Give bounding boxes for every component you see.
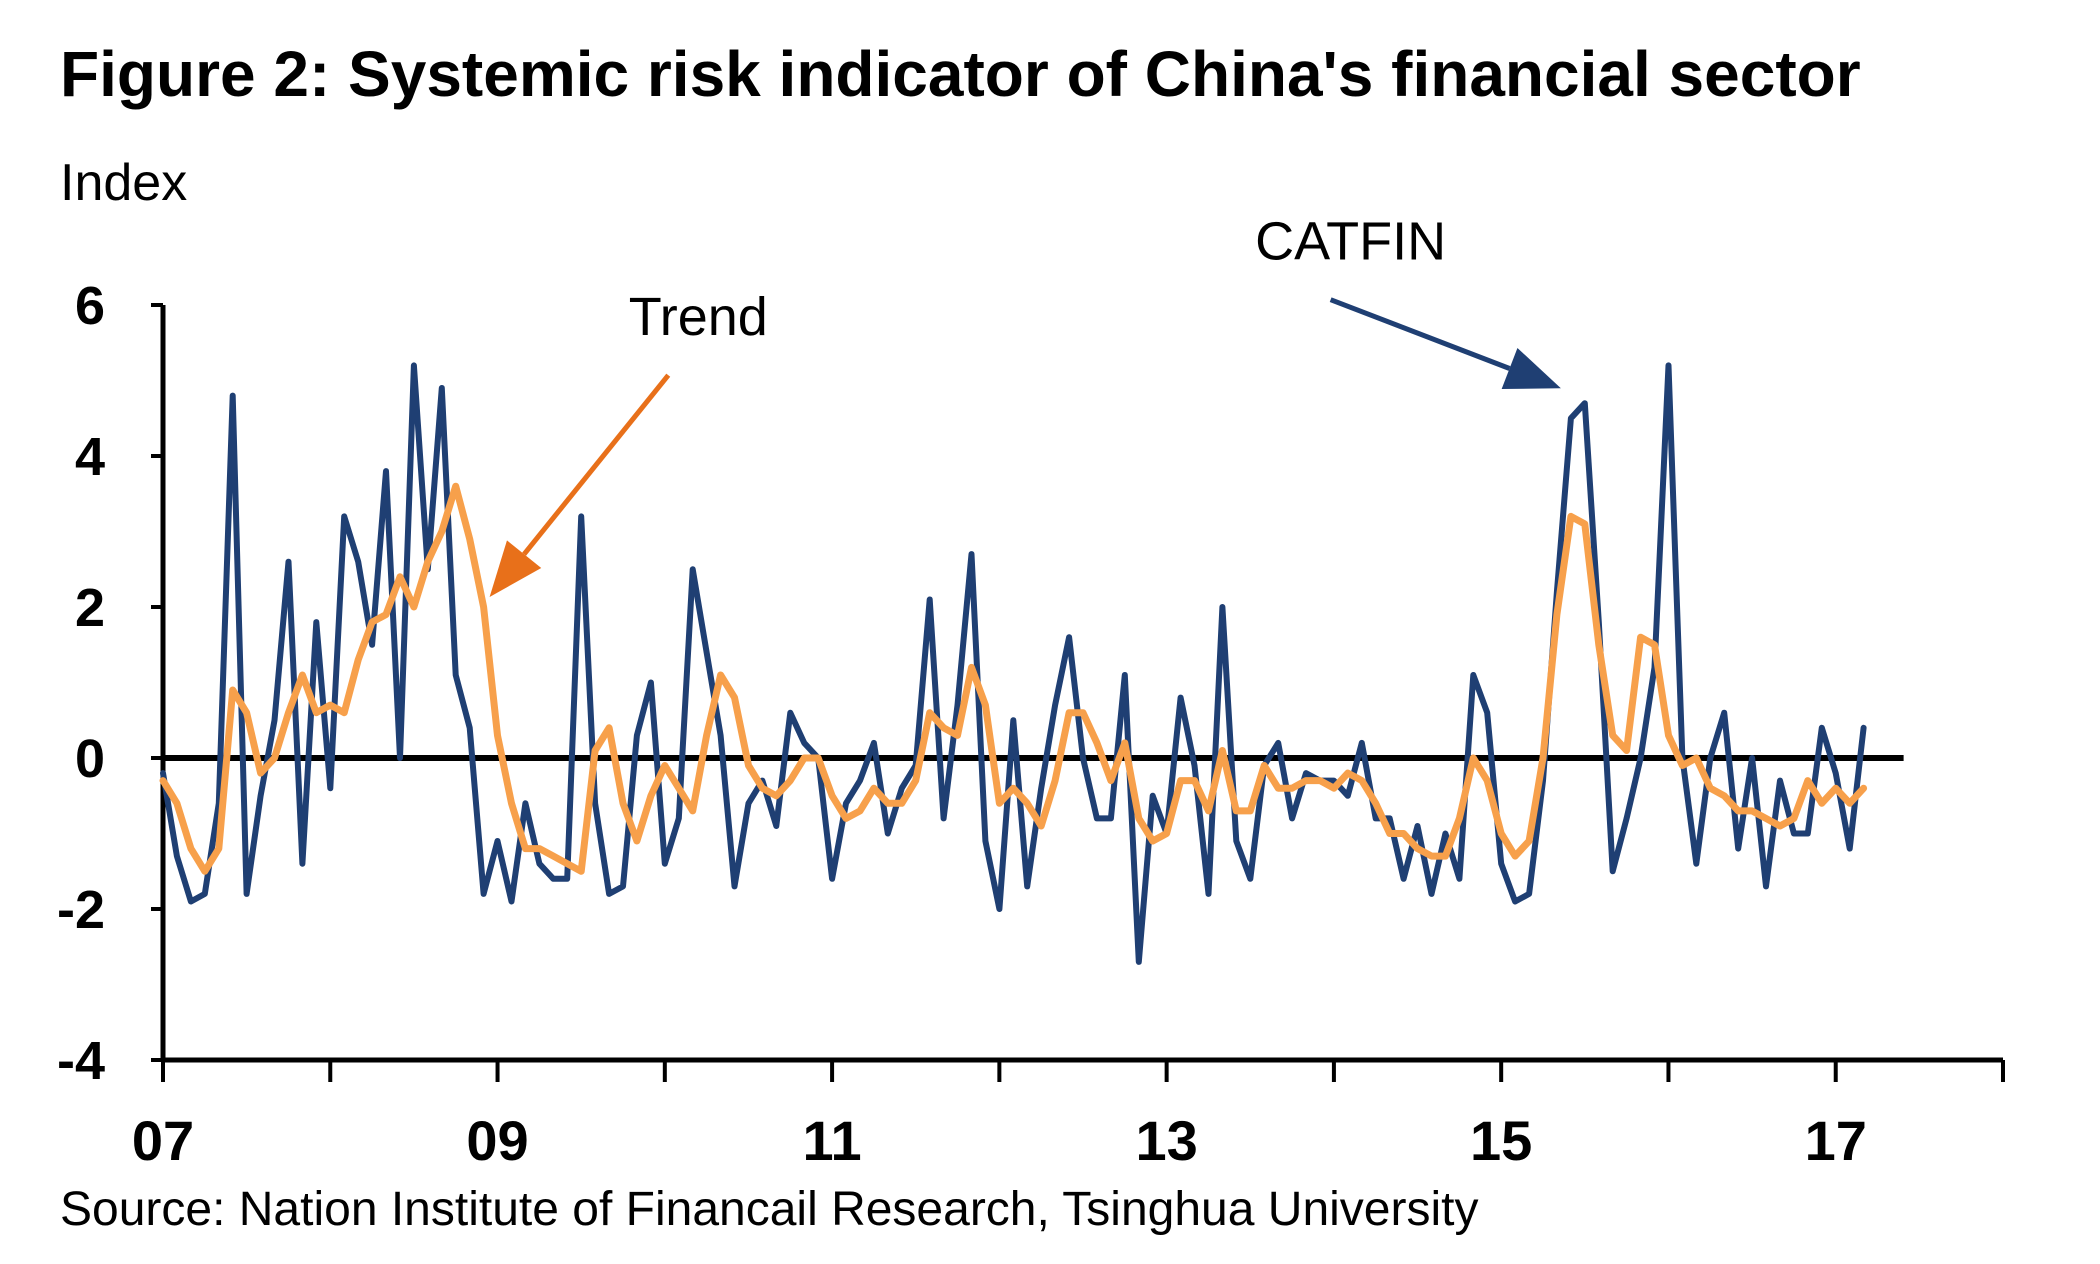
series-line-trend (159, 482, 1868, 875)
y-tick-label: 2 (75, 578, 105, 638)
annotation-arrowhead-catfin (1501, 347, 1561, 390)
y-tick-label: 0 (75, 729, 105, 789)
x-tick-label: 11 (802, 1109, 861, 1172)
series-line-catfin (160, 362, 1867, 965)
annotation-label-catfin: CATFIN (1255, 212, 1446, 272)
annotation-arrow-trend (522, 373, 671, 556)
annotation-arrow-catfin (1329, 297, 1511, 371)
x-tick-label: 17 (1805, 1109, 1867, 1172)
source-note: Source: Nation Institute of Financail Re… (60, 1183, 1478, 1236)
y-tick-label: -2 (57, 880, 105, 940)
y-tick-label: 4 (75, 427, 105, 487)
annotation-label-trend: Trend (629, 287, 768, 347)
x-tick-label: 13 (1135, 1109, 1197, 1172)
y-tick-label: -4 (57, 1031, 105, 1091)
x-tick-label: 15 (1470, 1109, 1532, 1172)
x-tick-label: 09 (466, 1109, 528, 1172)
chart-title: Figure 2: Systemic risk indicator of Chi… (60, 38, 1861, 110)
y-tick-label: 6 (75, 276, 105, 336)
y-axis-label: Index (60, 154, 187, 212)
x-tick-label: 07 (132, 1109, 194, 1172)
plot-area: -4 -2 0 2 4 6 07 09 11 13 15 17 Trend CATFIN (57, 212, 2005, 1172)
annotation-arrowhead-trend (489, 540, 542, 597)
